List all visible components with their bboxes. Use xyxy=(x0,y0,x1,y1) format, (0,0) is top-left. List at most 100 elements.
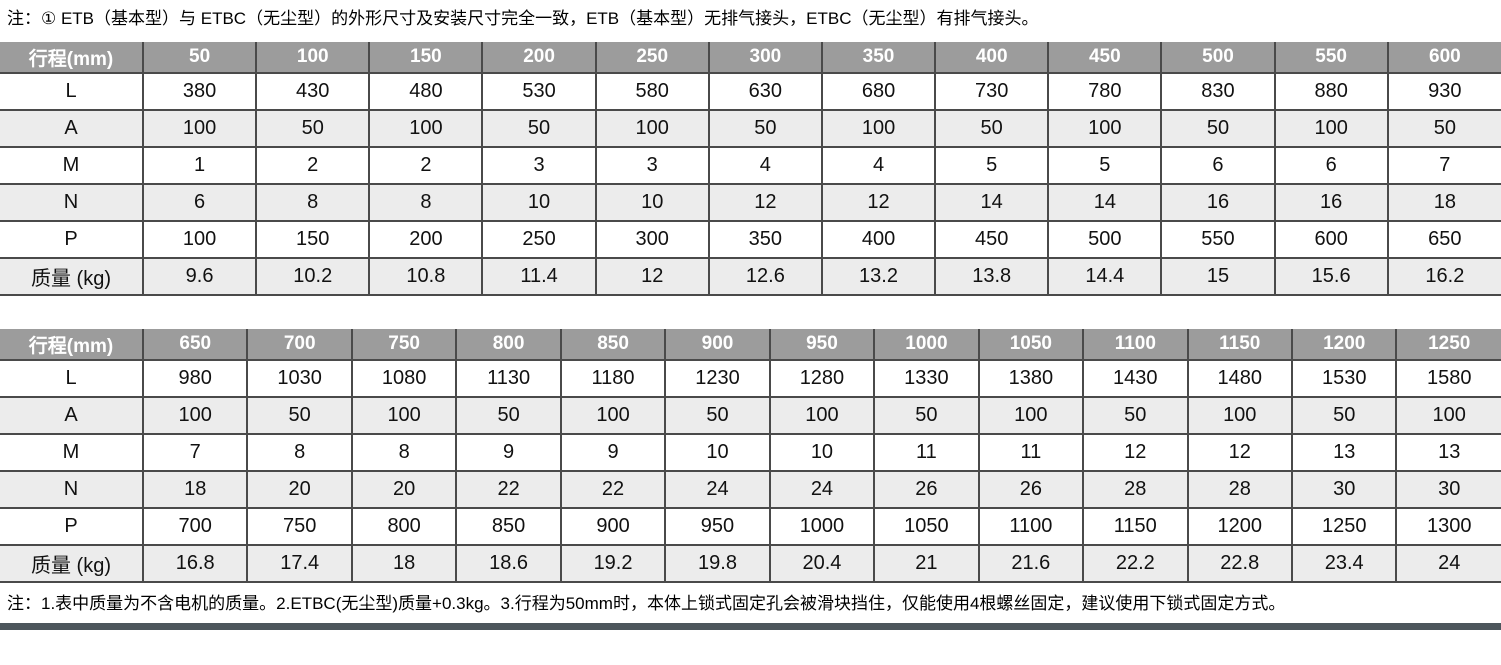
value-cell: 16 xyxy=(1160,183,1275,221)
value-cell: 550 xyxy=(1160,220,1275,258)
value-cell: 26 xyxy=(873,470,979,508)
value-cell: 880 xyxy=(1273,72,1388,110)
table-row: 质量 (kg) 9.6 10.2 10.8 11.4 12 12.6 13.2 13.8 14.4… xyxy=(0,257,1501,296)
value-cell: 500 xyxy=(1047,220,1162,258)
value-cell: 1180 xyxy=(559,359,666,397)
row-label: M xyxy=(0,146,143,184)
value-cell: 950 xyxy=(664,507,770,545)
value-cell: 1 xyxy=(141,146,257,184)
value-cell: 480 xyxy=(368,72,483,110)
value-cell: 900 xyxy=(559,507,666,545)
value-cell: 12 xyxy=(594,257,709,296)
bottom-divider-bar xyxy=(0,623,1501,630)
value-cell: 450 xyxy=(934,220,1049,258)
value-cell: 6 xyxy=(1273,146,1388,184)
value-cell: 20.4 xyxy=(768,544,875,583)
row-label: L xyxy=(0,359,143,397)
value-cell: 1200 xyxy=(1186,507,1292,545)
value-cell: 50 xyxy=(1160,109,1275,147)
value-cell: 100 xyxy=(141,396,248,434)
stroke-column-header: 1000 xyxy=(873,329,979,360)
stroke-column-header: 1100 xyxy=(1082,329,1188,360)
value-cell: 12 xyxy=(1186,433,1292,471)
stroke-column-header: 1250 xyxy=(1395,329,1501,360)
value-cell: 14 xyxy=(1047,183,1162,221)
value-cell: 630 xyxy=(707,72,822,110)
value-cell: 10.8 xyxy=(368,257,483,296)
value-cell: 28 xyxy=(1082,470,1188,508)
row-label: 质量 (kg) xyxy=(0,544,143,583)
value-cell: 1150 xyxy=(1082,507,1188,545)
value-cell: 1050 xyxy=(873,507,979,545)
value-cell: 15 xyxy=(1160,257,1275,296)
value-cell: 1330 xyxy=(873,359,979,397)
value-cell: 1230 xyxy=(664,359,770,397)
stroke-dimensions-table-1: 行程(mm) 50 100 150 200 250 300 350 400 450 500 550 60… xyxy=(0,42,1501,296)
value-cell: 10 xyxy=(481,183,596,221)
value-cell: 100 xyxy=(1186,396,1292,434)
stroke-dimensions-table-2: 行程(mm) 650 700 750 800 850 900 950 1000 1050 1100 1… xyxy=(0,329,1501,583)
table-row: P 100 150 200 250 300 350 400 450 500 550 600 650 xyxy=(0,220,1501,258)
value-cell: 11 xyxy=(977,433,1084,471)
stroke-column-header: 550 xyxy=(1273,42,1388,73)
row-label: N xyxy=(0,470,143,508)
table-row: L 380 430 480 530 580 630 680 730 780 830 880 930 xyxy=(0,72,1501,110)
value-cell: 1030 xyxy=(246,359,352,397)
value-cell: 430 xyxy=(255,72,370,110)
value-cell: 50 xyxy=(707,109,822,147)
value-cell: 21 xyxy=(873,544,979,583)
value-cell: 650 xyxy=(1386,220,1501,258)
row-label: A xyxy=(0,109,143,147)
value-cell: 830 xyxy=(1160,72,1275,110)
value-cell: 10 xyxy=(594,183,709,221)
stroke-column-header: 1050 xyxy=(977,329,1084,360)
value-cell: 22.2 xyxy=(1082,544,1188,583)
value-cell: 11.4 xyxy=(481,257,596,296)
value-cell: 50 xyxy=(934,109,1049,147)
value-cell: 1130 xyxy=(455,359,561,397)
stroke-column-header: 350 xyxy=(820,42,936,73)
value-cell: 13 xyxy=(1395,433,1501,471)
value-cell: 100 xyxy=(350,396,457,434)
table-row: A 100 50 100 50 100 50 100 50 100 50 100 50 100 xyxy=(0,396,1501,434)
row-label: 质量 (kg) xyxy=(0,257,143,296)
value-cell: 930 xyxy=(1386,72,1501,110)
value-cell: 100 xyxy=(1047,109,1162,147)
value-cell: 750 xyxy=(246,507,352,545)
value-cell: 18 xyxy=(350,544,457,583)
value-cell: 530 xyxy=(481,72,596,110)
top-note: 注：① ETB（基本型）与 ETBC（无尘型）的外形尺寸及安装尺寸完全一致，ET… xyxy=(7,9,1039,28)
stroke-column-header: 150 xyxy=(368,42,483,73)
value-cell: 980 xyxy=(141,359,248,397)
value-cell: 50 xyxy=(255,109,370,147)
value-cell: 600 xyxy=(1273,220,1388,258)
value-cell: 1580 xyxy=(1395,359,1501,397)
value-cell: 9 xyxy=(559,433,666,471)
value-cell: 13 xyxy=(1290,433,1397,471)
stroke-column-header: 100 xyxy=(255,42,370,73)
value-cell: 20 xyxy=(246,470,352,508)
value-cell: 350 xyxy=(707,220,822,258)
value-cell: 780 xyxy=(1047,72,1162,110)
value-cell: 580 xyxy=(594,72,709,110)
value-cell: 30 xyxy=(1290,470,1397,508)
value-cell: 24 xyxy=(1395,544,1501,583)
table-row: L 980 1030 1080 1130 1180 1230 1280 1330 1380 1430… xyxy=(0,359,1501,397)
stroke-column-header: 600 xyxy=(1386,42,1501,73)
value-cell: 150 xyxy=(255,220,370,258)
row-label: A xyxy=(0,396,143,434)
value-cell: 1480 xyxy=(1186,359,1292,397)
stroke-header-label: 行程(mm) xyxy=(0,42,143,73)
value-cell: 26 xyxy=(977,470,1084,508)
value-cell: 15.6 xyxy=(1273,257,1388,296)
stroke-column-header: 250 xyxy=(594,42,709,73)
value-cell: 4 xyxy=(707,146,822,184)
value-cell: 250 xyxy=(481,220,596,258)
value-cell: 24 xyxy=(768,470,875,508)
value-cell: 14.4 xyxy=(1047,257,1162,296)
value-cell: 13.2 xyxy=(820,257,936,296)
header-row: 行程(mm) 650 700 750 800 850 900 950 1000 1050 1100 1… xyxy=(0,329,1501,360)
value-cell: 16.8 xyxy=(141,544,248,583)
value-cell: 12 xyxy=(707,183,822,221)
